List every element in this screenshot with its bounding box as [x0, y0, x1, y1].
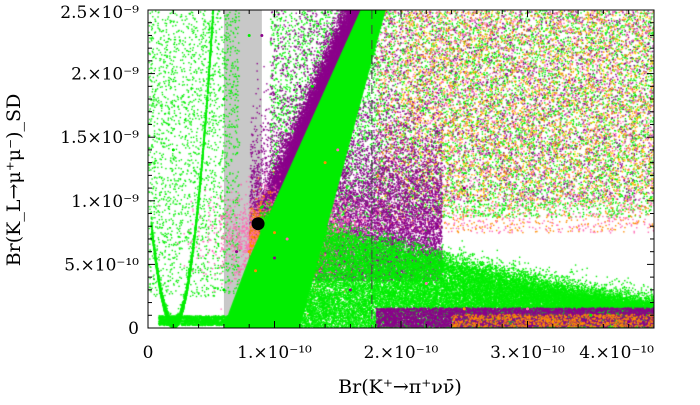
highlight-point	[251, 217, 265, 231]
data-point-series-1	[551, 320, 555, 324]
scatter-clouds	[148, 10, 654, 328]
data-point-series-2	[285, 237, 289, 241]
tick-label-y-2: 1.×10⁻⁹	[71, 192, 139, 212]
tick-label-y-0: 0	[128, 319, 139, 339]
data-point-series-1	[273, 231, 276, 235]
data-point-series-0	[310, 110, 314, 114]
data-point-series-1	[323, 161, 327, 165]
data-point-series-0	[260, 33, 264, 37]
x-axis-label: Br(K⁺→π⁺νν̄)	[338, 376, 462, 398]
data-point-series-3	[247, 33, 251, 37]
tick-label-y-5: 2.5×10⁻⁹	[60, 3, 139, 23]
data-point-series-2	[336, 148, 340, 152]
data-point-series-2	[424, 281, 428, 285]
data-point-series-0	[627, 320, 631, 324]
axis-ticks	[147, 9, 655, 329]
data-point-series-3	[171, 148, 175, 152]
tick-label-x-1: 1.×10⁻¹⁰	[237, 343, 312, 363]
tick-label-x-4: 4.×10⁻¹⁰	[579, 343, 654, 363]
data-point-series-3	[184, 320, 188, 324]
tick-label-y-1: 5.×10⁻¹⁰	[64, 255, 139, 275]
tick-label-x-3: 3.×10⁻¹⁰	[490, 343, 565, 363]
data-point-series-3	[260, 205, 264, 209]
tick-label-x-2: 2.×10⁻¹⁰	[364, 343, 439, 363]
data-point-series-1	[247, 250, 251, 254]
tick-label-y-3: 1.5×10⁻⁹	[60, 128, 139, 148]
data-point-series-1	[254, 269, 258, 273]
data-point-series-0	[273, 256, 276, 260]
data-point-series-3	[589, 313, 593, 317]
y-axis-label: Br(K_L→μ⁺μ⁻)_SD	[3, 94, 25, 267]
data-point-series-0	[348, 288, 352, 292]
data-point-series-0	[298, 84, 302, 88]
data-point-series-2	[526, 307, 529, 311]
data-point-series-2	[589, 173, 593, 177]
data-point-series-0	[235, 250, 239, 254]
plot-area	[148, 10, 654, 328]
data-point-series-3	[462, 288, 466, 292]
tick-label-x-0: 0	[143, 343, 154, 363]
data-point-series-3	[222, 288, 226, 292]
data-point-series-0	[462, 186, 466, 190]
scatter-density-image	[148, 10, 654, 328]
data-point-series-1	[462, 307, 466, 311]
data-point-series-3	[222, 97, 226, 101]
data-point-series-3	[310, 84, 314, 88]
tick-label-y-4: 2.×10⁻⁹	[71, 65, 139, 85]
